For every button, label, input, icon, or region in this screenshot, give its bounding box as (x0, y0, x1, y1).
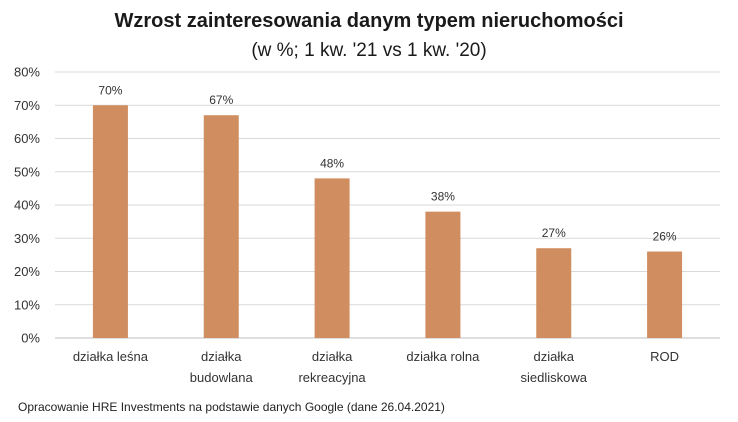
category-label: działka budowlana (190, 349, 254, 385)
y-tick-label: 20% (14, 264, 40, 279)
category-label: ROD (650, 349, 679, 364)
y-tick-label: 40% (14, 198, 40, 213)
bar (647, 251, 683, 338)
source-note: Opracowanie HRE Investments na podstawie… (18, 400, 445, 414)
y-tick-label: 30% (14, 231, 40, 246)
category-label: działka leśna (73, 349, 149, 364)
data-label: 67% (209, 93, 233, 107)
y-axis-ticks: 0% 10% 20% 30% 40% 50% 60% 70% 80% (14, 65, 40, 346)
category-label: działka siedliskowa (521, 349, 588, 385)
y-tick-label: 60% (14, 131, 40, 146)
chart-title: Wzrost zainteresowania danym typem nieru… (114, 10, 624, 32)
data-label: 48% (320, 156, 344, 170)
data-label: 26% (653, 230, 677, 244)
y-tick-label: 70% (14, 98, 40, 113)
category-label: działka rekreacyjna (298, 349, 366, 385)
bar (536, 248, 572, 338)
chart-subtitle: (w %; 1 kw. '21 vs 1 kw. '20) (251, 40, 487, 61)
gridlines (55, 71, 720, 339)
bar (425, 211, 461, 338)
y-tick-label: 10% (14, 297, 40, 312)
category-label: działka rolna (406, 349, 480, 364)
x-axis-categories: działka leśna działka budowlana działka rekr… (73, 349, 679, 385)
y-tick-label: 50% (14, 164, 40, 179)
bar (92, 105, 128, 338)
y-tick-label: 80% (14, 65, 40, 80)
y-tick-label: 0% (21, 331, 40, 346)
data-label: 70% (98, 83, 122, 97)
bars (92, 105, 683, 338)
bar (314, 178, 350, 338)
data-label: 38% (431, 190, 455, 204)
data-labels: 70% 67% 48% 38% 27% 26% (98, 83, 677, 243)
data-label: 27% (542, 226, 566, 240)
bar (203, 115, 239, 338)
